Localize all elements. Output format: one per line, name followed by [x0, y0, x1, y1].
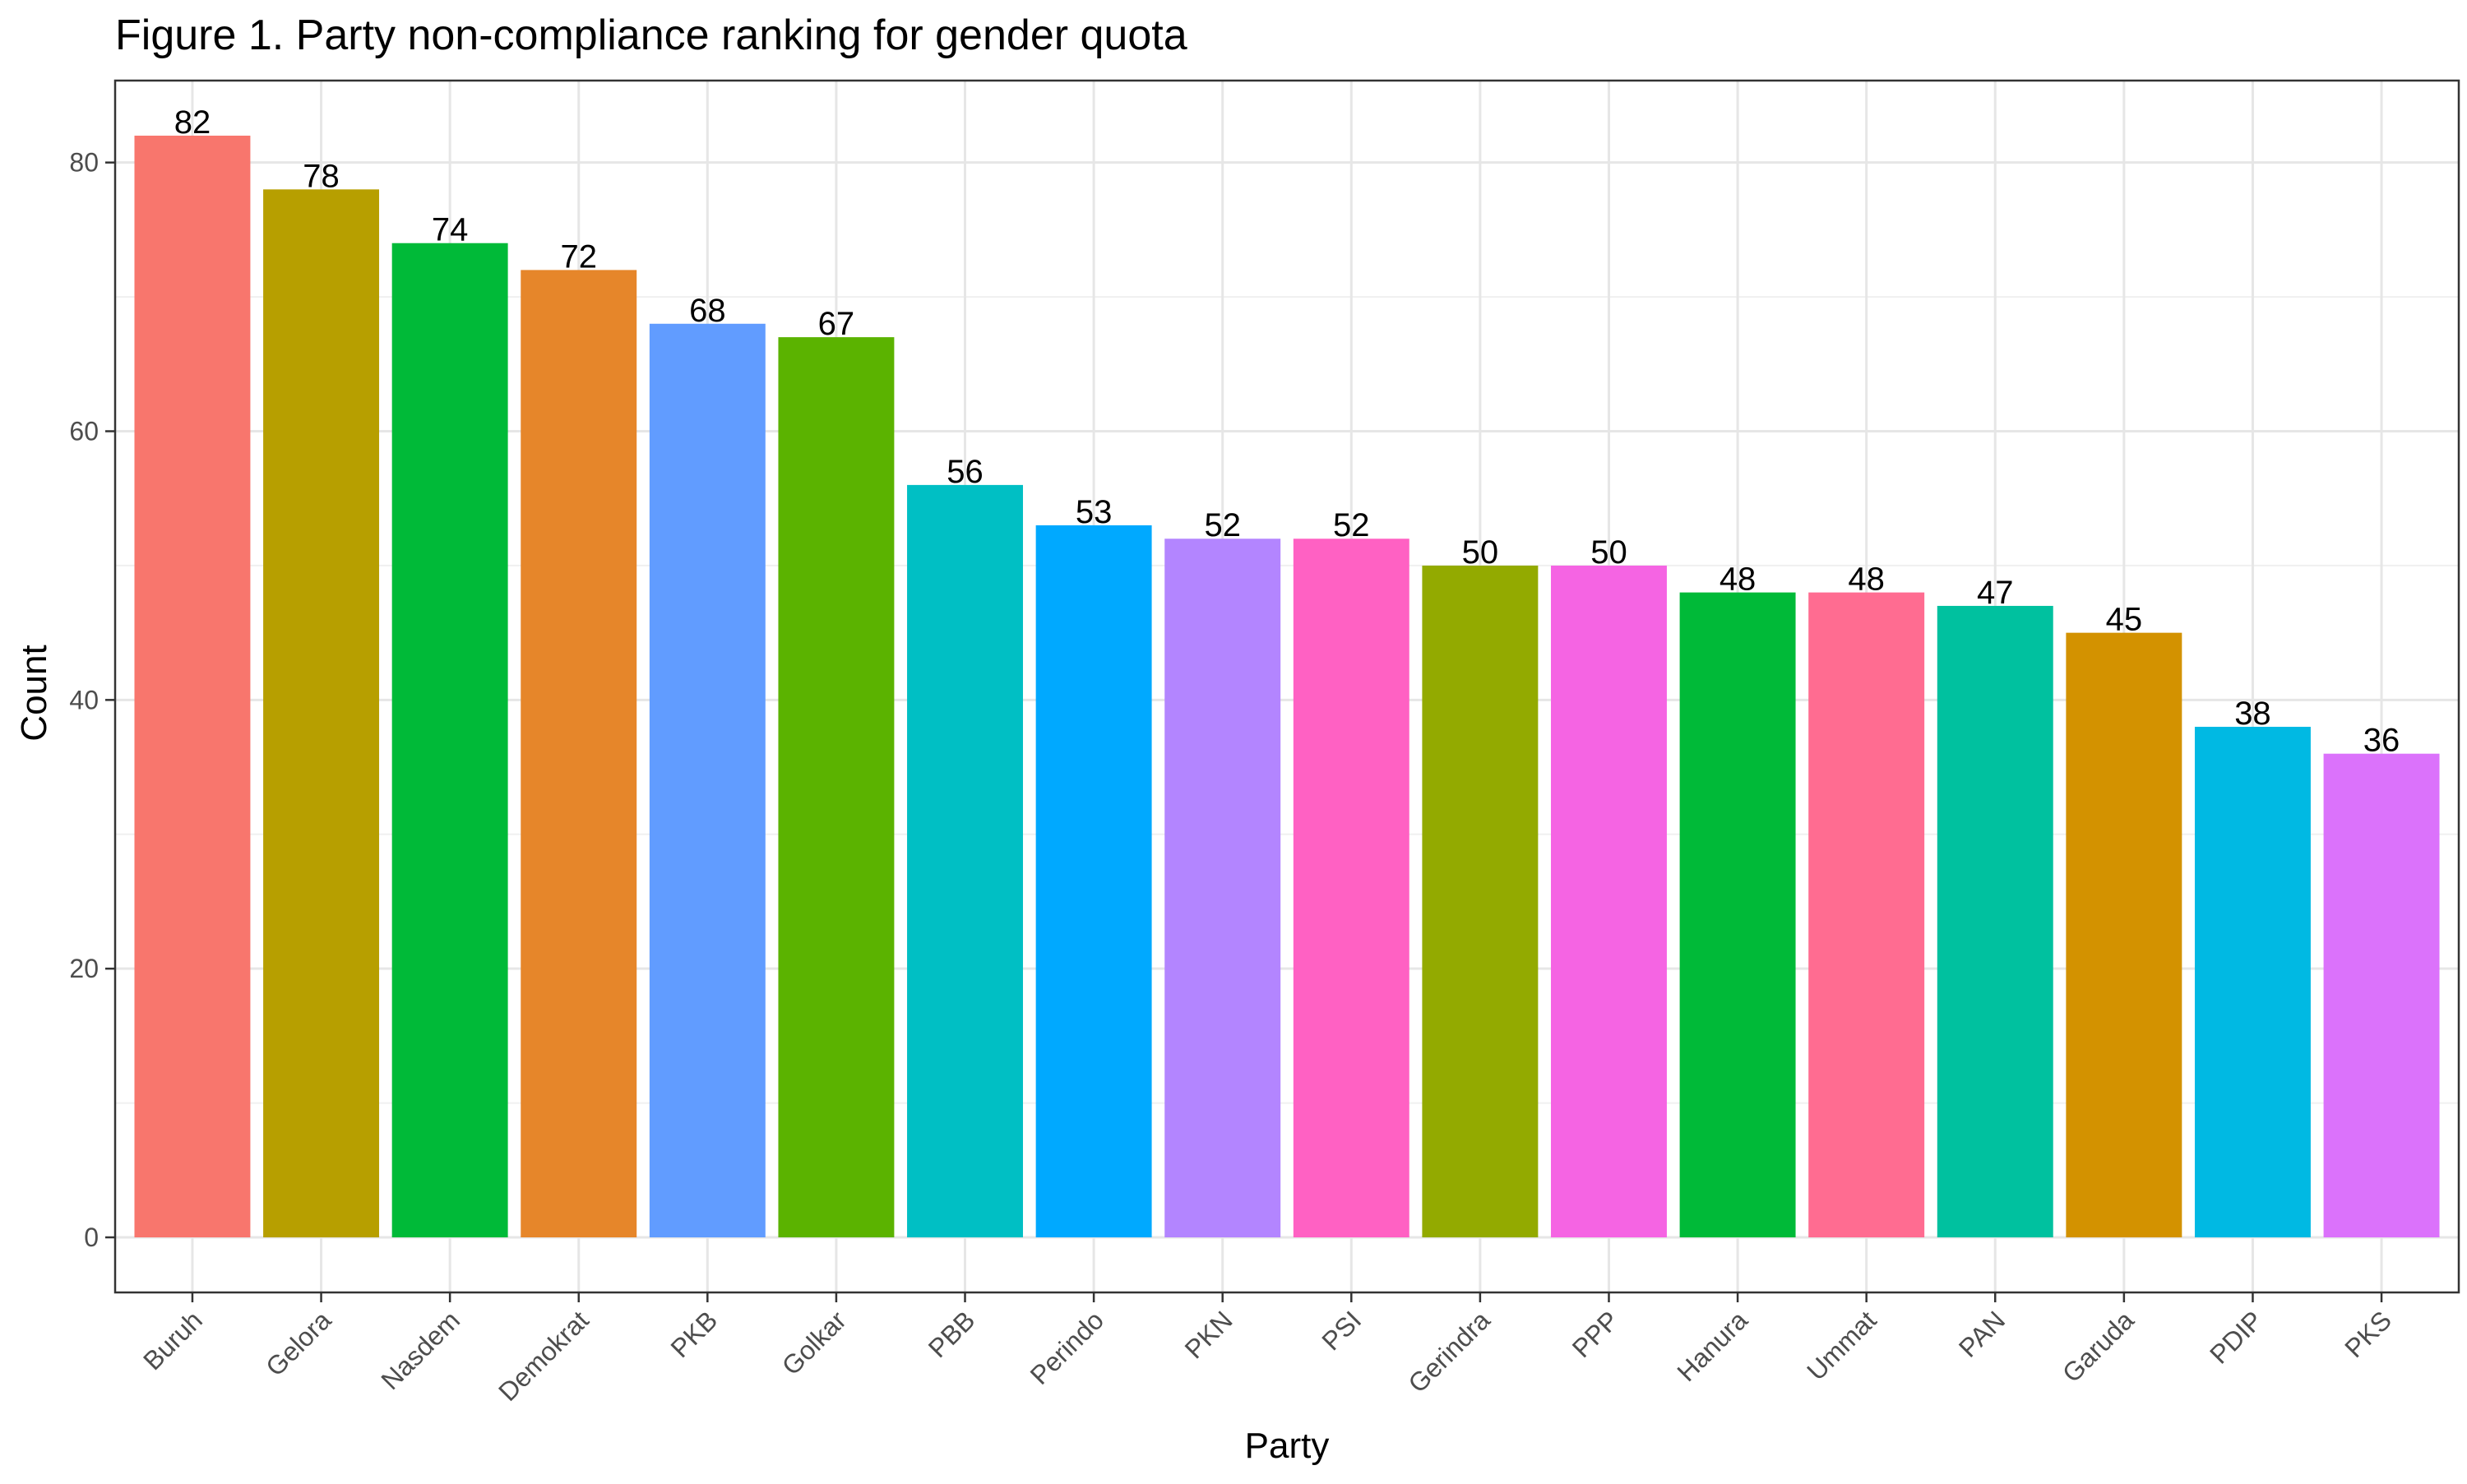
bar-nasdem: [391, 243, 508, 1238]
x-tick-label: Gerindra: [1402, 1305, 1496, 1398]
x-tick-label: PKB: [665, 1305, 724, 1363]
x-tick-label: Perindo: [1025, 1305, 1109, 1389]
x-tick-label: Hanura: [1671, 1305, 1753, 1387]
bar-golkar: [778, 337, 895, 1237]
data-label: 50: [1462, 534, 1499, 571]
bar-gerindra: [1422, 565, 1539, 1237]
bar-hanura: [1679, 592, 1796, 1237]
bar-pdip: [2194, 727, 2311, 1237]
bar-pan: [1937, 605, 2053, 1237]
x-tick-label: PSI: [1316, 1305, 1367, 1356]
x-tick-label: Golkar: [776, 1305, 852, 1380]
x-tick-label: Ummat: [1801, 1305, 1881, 1385]
y-axis-title: Count: [14, 645, 54, 741]
y-tick-label: 80: [69, 148, 99, 178]
data-label: 48: [1719, 562, 1757, 598]
x-tick-label: Nasdem: [375, 1305, 465, 1395]
data-label: 82: [174, 104, 211, 141]
data-label: 48: [1848, 562, 1885, 598]
bar-pkn: [1164, 539, 1281, 1237]
data-label: 45: [2106, 602, 2143, 638]
data-label: 52: [1204, 507, 1241, 543]
x-tick-label: Garuda: [2057, 1305, 2140, 1388]
data-label: 47: [1977, 575, 2014, 611]
y-tick-label: 0: [84, 1223, 99, 1252]
y-tick-label: 60: [69, 417, 99, 446]
bar-pbb: [907, 484, 1023, 1237]
panel-border: [113, 79, 2460, 1294]
bar-ppp: [1551, 565, 1667, 1237]
data-labels: 82 78 74 72 68 67 56 53 52 52 50 50 48 48 47 45 38 36: [174, 104, 2400, 759]
bar-buruh: [134, 136, 251, 1237]
y-tick-label: 20: [69, 954, 99, 983]
x-tick-label: PDIP: [2204, 1305, 2268, 1369]
data-label: 38: [2234, 696, 2271, 732]
bar-perindo: [1035, 525, 1152, 1237]
data-label: 67: [818, 306, 855, 342]
bar-pks: [2323, 753, 2440, 1237]
data-label: 56: [947, 454, 984, 490]
data-label: 68: [689, 293, 726, 329]
x-tick-label: PAN: [1953, 1305, 2011, 1362]
x-tick-label: PBB: [923, 1305, 981, 1363]
bar-garuda: [2066, 632, 2182, 1237]
chart-title: Figure 1. Party non-compliance ranking f…: [115, 12, 1187, 59]
bar-demokrat: [521, 270, 637, 1237]
x-tick-label: Demokrat: [493, 1305, 595, 1407]
x-tick-label: PKS: [2339, 1305, 2397, 1363]
y-tick-label: 40: [69, 685, 99, 714]
bar-pkb: [649, 323, 766, 1237]
data-label: 50: [1590, 534, 1627, 571]
x-tick-label: Gelora: [260, 1305, 337, 1382]
data-label: 53: [1076, 494, 1113, 530]
data-label: 74: [432, 212, 469, 248]
x-tick-label: PKN: [1179, 1305, 1238, 1364]
data-label: 72: [560, 238, 597, 275]
x-tick-label: PPP: [1567, 1305, 1625, 1363]
data-label: 36: [2363, 723, 2400, 759]
x-axis-title: Party: [1245, 1426, 1330, 1466]
bar-gelora: [263, 189, 380, 1238]
bar-psi: [1293, 539, 1409, 1237]
y-axis: 0 20 40 60 80: [69, 148, 115, 1252]
x-tick-label: Buruh: [137, 1305, 208, 1375]
x-axis: Buruh Gelora Nasdem Demokrat PKB Golkar PBB Per…: [137, 1292, 2397, 1407]
data-label: 78: [303, 158, 340, 194]
bars: [134, 136, 2440, 1238]
bar-ummat: [1808, 592, 1925, 1237]
data-label: 52: [1333, 507, 1370, 543]
